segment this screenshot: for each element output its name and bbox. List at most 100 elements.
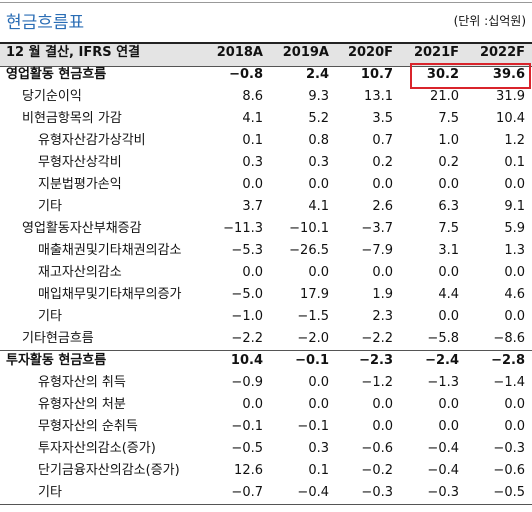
divider: [0, 350, 532, 351]
row-label: 비현금항목의 가감: [22, 111, 122, 126]
cell: 7.5: [438, 111, 459, 126]
cell: 0.0: [438, 177, 459, 192]
cell: −26.5: [289, 243, 329, 258]
cell: 0.0: [308, 397, 329, 412]
cell: −5.0: [231, 287, 263, 302]
cell: −0.4: [297, 485, 329, 500]
cell: 0.0: [242, 397, 263, 412]
cell: −0.3: [427, 485, 459, 500]
cell: −8.6: [493, 331, 525, 346]
cell: −2.0: [297, 331, 329, 346]
cell: 2.6: [372, 199, 393, 214]
cell: 10.4: [230, 353, 263, 368]
row-label: 기타: [38, 309, 62, 324]
cell: 4.1: [308, 199, 329, 214]
cell: 3.5: [372, 111, 393, 126]
cell: 3.7: [242, 199, 263, 214]
cell: 0.0: [504, 419, 525, 434]
cell: 0.0: [242, 265, 263, 280]
cell: 0.0: [308, 265, 329, 280]
cell: −0.6: [361, 441, 393, 456]
cell: 21.0: [430, 89, 459, 104]
cell: −0.6: [493, 463, 525, 478]
row-label: 영업활동 현금흐름: [6, 67, 107, 82]
cell: −0.1: [297, 419, 329, 434]
row-label: 영업활동자산부채증감: [22, 221, 142, 236]
cell: 8.6: [242, 89, 263, 104]
cell: 12.6: [234, 463, 263, 478]
cell: 7.5: [438, 221, 459, 236]
highlight-box: [410, 63, 531, 89]
cell: −5.3: [231, 243, 263, 258]
cell: 4.6: [504, 287, 525, 302]
row-label: 유형자산의 처분: [38, 397, 126, 412]
cell: 0.0: [438, 309, 459, 324]
cell: 0.0: [438, 397, 459, 412]
cell: −0.1: [231, 419, 263, 434]
cell: 0.1: [242, 133, 263, 148]
cell: 6.3: [438, 199, 459, 214]
divider: [0, 2, 532, 3]
row-label: 기타현금흐름: [22, 331, 94, 346]
cell: 0.0: [504, 265, 525, 280]
cell: −3.7: [361, 221, 393, 236]
row-label: 매출채권및기타채권의감소: [38, 243, 182, 258]
cell: 0.2: [438, 155, 459, 170]
cell: 17.9: [300, 287, 329, 302]
cell: −2.8: [491, 353, 525, 368]
column-header: 2022F: [479, 45, 525, 60]
row-label: 매입채무및기타채무의증가: [38, 287, 182, 302]
cell: −11.3: [223, 221, 263, 236]
cell: 0.0: [372, 397, 393, 412]
cell: 1.2: [504, 133, 525, 148]
cell: −1.3: [427, 375, 459, 390]
cell: 1.3: [504, 243, 525, 258]
column-header: 12 월 결산, IFRS 연결: [6, 45, 141, 60]
cell: 4.1: [242, 111, 263, 126]
cell: −0.2: [361, 463, 393, 478]
cell: −0.3: [493, 441, 525, 456]
header-row: [0, 42, 532, 67]
cell: 0.7: [372, 133, 393, 148]
cell: −1.4: [493, 375, 525, 390]
cell: 0.0: [372, 419, 393, 434]
row-label: 당기순이익: [22, 89, 82, 104]
cell: 9.3: [308, 89, 329, 104]
row-label: 무형자산상각비: [38, 155, 122, 170]
cell: 0.0: [504, 397, 525, 412]
column-header: 2018A: [216, 45, 263, 60]
cell: 0.0: [504, 177, 525, 192]
cell: 10.4: [496, 111, 525, 126]
row-label: 유형자산의 취득: [38, 375, 126, 390]
cell: −0.4: [427, 463, 459, 478]
cell: 0.0: [308, 177, 329, 192]
row-label: 무형자산의 순취득: [38, 419, 138, 434]
cell: 0.0: [372, 177, 393, 192]
cell: 0.1: [308, 463, 329, 478]
cell: 0.0: [438, 419, 459, 434]
cell: 0.3: [308, 441, 329, 456]
cell: 0.3: [308, 155, 329, 170]
cell: 0.0: [242, 177, 263, 192]
cell: −1.0: [231, 309, 263, 324]
table-title: 현금흐름표: [6, 13, 85, 33]
cell: 1.9: [372, 287, 393, 302]
cell: −2.2: [231, 331, 263, 346]
cell: 0.0: [438, 265, 459, 280]
cell: −0.5: [493, 485, 525, 500]
cell: 0.2: [372, 155, 393, 170]
cell: 0.8: [308, 133, 329, 148]
divider: [0, 504, 532, 505]
cell: −1.2: [361, 375, 393, 390]
row-label: 지분법평가손익: [38, 177, 122, 192]
cell: −0.4: [427, 441, 459, 456]
cell: −5.8: [427, 331, 459, 346]
cell: −0.3: [361, 485, 393, 500]
row-label: 투자활동 현금흐름: [6, 353, 107, 368]
cell: 31.9: [496, 89, 525, 104]
cell: −0.7: [231, 485, 263, 500]
cell: 2.4: [305, 67, 329, 82]
unit-label: (단위 :십억원): [453, 14, 526, 28]
cell: −2.3: [359, 353, 393, 368]
